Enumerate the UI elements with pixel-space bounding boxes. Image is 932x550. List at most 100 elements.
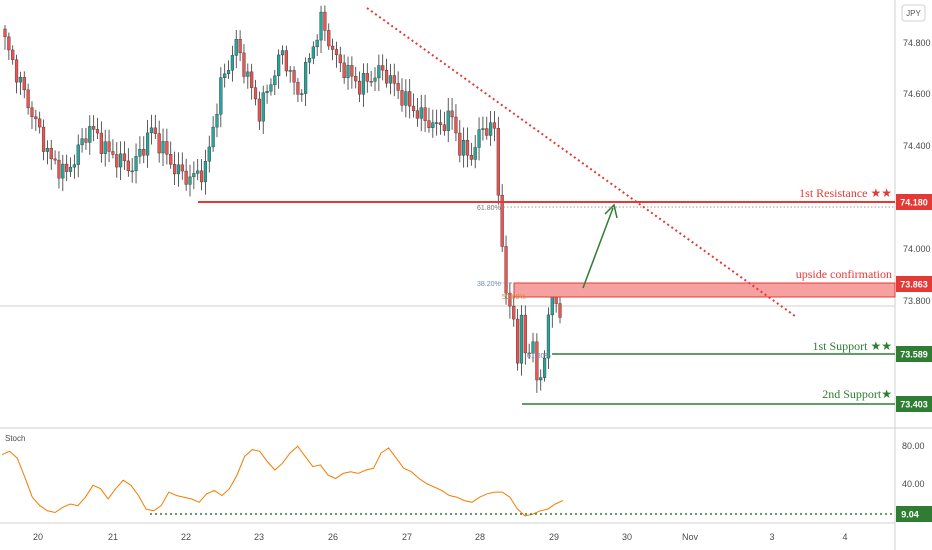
candle-body — [350, 65, 354, 77]
candle-body — [396, 83, 400, 91]
x-tick: 30 — [622, 532, 632, 542]
x-tick: 29 — [549, 532, 559, 542]
candle-body — [377, 65, 381, 79]
candle-body — [257, 98, 261, 122]
candle-body — [373, 77, 377, 82]
candle-body — [165, 141, 169, 155]
candle-body — [134, 156, 138, 172]
candle-body — [446, 110, 450, 131]
candle-body — [14, 59, 19, 83]
candle-body — [65, 163, 69, 172]
x-tick: 4 — [842, 532, 847, 542]
upside-confirmation-label: upside confirmation — [796, 267, 892, 281]
candle-body — [539, 377, 543, 381]
candle-body — [558, 303, 562, 318]
candle-body — [30, 107, 34, 117]
candle-body — [527, 352, 531, 355]
candle-body — [188, 176, 192, 185]
candle-body — [462, 139, 466, 156]
candle-body — [338, 54, 342, 64]
candle-body — [392, 75, 396, 84]
resistance-1-label: 1st Resistance ★★ — [799, 186, 892, 200]
candle-body — [307, 58, 312, 63]
currency-badge: JPY — [906, 9, 921, 18]
candle-body — [473, 147, 477, 160]
candle-body — [176, 164, 181, 175]
time-axis: 20 21 22 23 26 27 28 29 30 Nov 3 4 — [33, 532, 848, 542]
candle-body — [315, 39, 319, 48]
candle-body — [512, 305, 516, 320]
candle-body — [196, 170, 200, 174]
candle-body — [469, 155, 473, 160]
candle-body — [238, 39, 242, 54]
candle-body — [146, 132, 150, 156]
candle-body — [280, 50, 285, 56]
candle-body — [180, 164, 184, 172]
fib-label-382: 38.20% — [477, 281, 501, 288]
candle-body — [346, 65, 350, 79]
candle-body — [415, 110, 419, 119]
candle-body — [327, 30, 331, 47]
candle-body — [357, 80, 362, 95]
candle-body — [284, 50, 288, 72]
support-2-tag: 73.403 — [900, 400, 928, 410]
candle-body — [203, 161, 208, 183]
x-tick: 22 — [181, 532, 191, 542]
y-tick: 74.000 — [903, 244, 931, 254]
x-tick: 21 — [108, 532, 118, 542]
candle-body — [311, 46, 315, 59]
candle-body — [126, 160, 130, 172]
projection-arrow-head — [604, 203, 618, 219]
candle-body — [365, 73, 369, 82]
candle-body — [34, 116, 38, 120]
candle-body — [277, 54, 281, 77]
candle-body — [199, 170, 204, 183]
candle-body — [253, 87, 258, 100]
stoch-y-tick: 40.00 — [902, 479, 925, 489]
candle-body — [454, 116, 458, 134]
y-tick: 74.600 — [903, 89, 931, 99]
candle-body — [149, 127, 154, 134]
candle-body — [49, 147, 53, 160]
candle-body — [323, 11, 327, 31]
candle-body — [18, 76, 23, 83]
candle-body — [184, 170, 188, 185]
candle-body — [331, 45, 335, 50]
candle-body — [103, 141, 107, 154]
support-1-tag: 73.589 — [900, 350, 928, 360]
candle-body — [99, 132, 103, 154]
candle-body — [519, 314, 524, 364]
currency-badge-box[interactable] — [901, 4, 926, 22]
candle-body — [122, 153, 127, 162]
candle-body — [72, 164, 76, 168]
candle-body — [192, 173, 196, 178]
candle-body — [219, 77, 223, 115]
upside-confirmation-zone — [513, 282, 896, 298]
fib-label-500: 50.00% — [502, 294, 526, 301]
candle-body — [41, 126, 46, 152]
candle-body — [400, 90, 404, 106]
candle-body — [119, 153, 123, 168]
candle-body — [354, 76, 358, 82]
y-tick: 73.800 — [903, 296, 931, 306]
candle-body — [369, 81, 373, 83]
x-tick: 26 — [328, 532, 338, 542]
candle-body — [45, 147, 49, 152]
stoch-line — [1, 445, 564, 517]
candle-body — [427, 120, 431, 128]
candle-body — [207, 146, 211, 162]
resistance-1-tag-box — [896, 194, 932, 210]
fib-label-618b: 61.80% — [527, 353, 551, 360]
candle-body — [242, 52, 246, 77]
candle-body — [11, 49, 15, 60]
candle-body — [84, 138, 88, 143]
candle-body — [388, 75, 393, 84]
candle-body — [404, 91, 408, 106]
candle-body — [169, 154, 173, 165]
candle-body — [504, 246, 508, 294]
candle-body — [230, 55, 234, 71]
candle-body — [550, 294, 554, 316]
candle-body — [269, 84, 273, 92]
candle-body — [111, 151, 115, 155]
